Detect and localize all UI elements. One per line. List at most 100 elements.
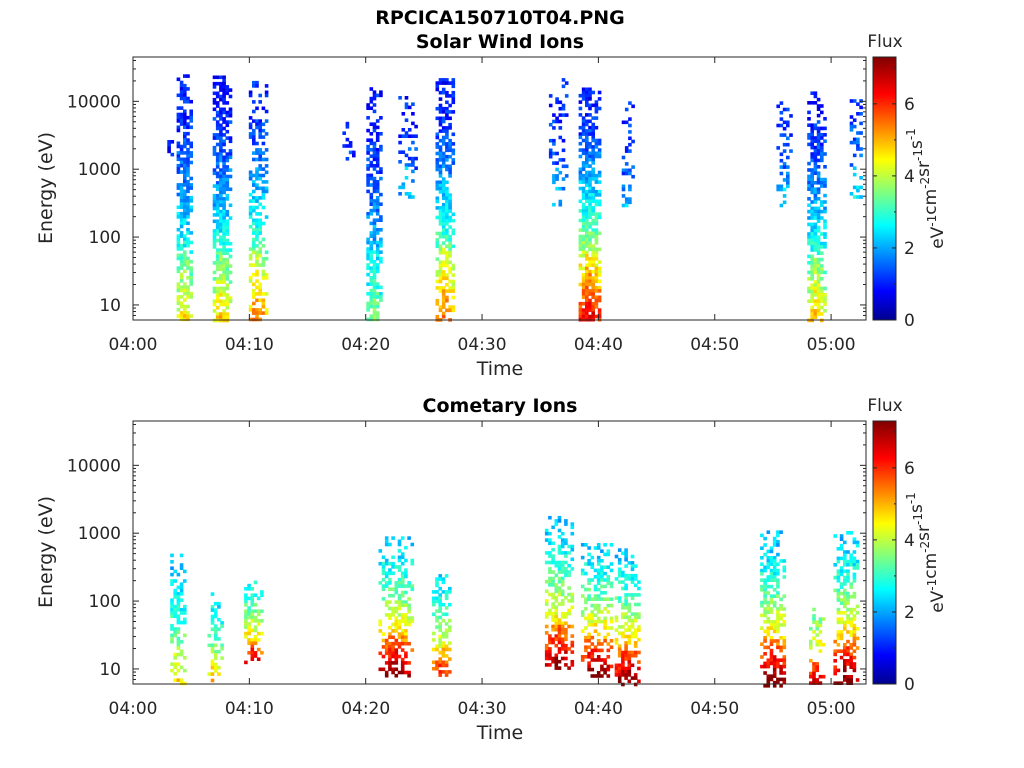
spectrogram-cell	[438, 660, 442, 665]
spectrogram-cell	[609, 616, 614, 621]
spectrogram-cell	[167, 143, 171, 147]
spectrogram-cell	[228, 152, 233, 156]
spectrogram-cell	[225, 222, 230, 227]
spectrogram-cell	[375, 304, 380, 309]
spectrogram-cell	[594, 266, 599, 271]
spectrogram-cell	[375, 295, 380, 299]
spectrogram-cell	[435, 302, 440, 306]
spectrogram-cell	[372, 148, 377, 152]
spectrogram-cell	[215, 305, 220, 310]
spectrogram-cell	[441, 670, 446, 674]
spectrogram-cell	[183, 633, 187, 638]
spectrogram-cell	[176, 585, 181, 590]
spectrogram-cell	[170, 553, 174, 558]
spectrogram-cell	[585, 145, 589, 149]
spectrogram-cell	[173, 665, 177, 670]
spectrogram-cell	[606, 626, 611, 630]
spectrogram-cell	[621, 663, 625, 668]
spectrogram-cell	[591, 116, 595, 120]
spectrogram-cell	[445, 110, 449, 114]
spectrogram-cell	[183, 179, 187, 184]
spectrogram-cell	[244, 599, 248, 604]
spectrogram-cell	[445, 81, 449, 85]
spectrogram-cell	[438, 622, 442, 626]
spectrogram-cell	[244, 635, 248, 639]
spectrogram-cell	[585, 132, 589, 136]
spectrogram-cell	[769, 639, 774, 643]
spectrogram-cell	[375, 231, 380, 235]
spectrogram-cell	[451, 161, 456, 165]
spectrogram-cell	[219, 200, 223, 204]
spectrogram-cell	[855, 563, 860, 567]
spectrogram-cell	[445, 158, 449, 162]
spectrogram-cell	[766, 645, 771, 650]
spectrogram-cell	[580, 658, 585, 662]
spectrogram-cell	[213, 665, 218, 670]
spectrogram-cell	[228, 203, 233, 208]
spectrogram-cell	[580, 610, 585, 614]
spectrogram-cell	[407, 163, 412, 167]
spectrogram-cell	[167, 140, 171, 144]
spectrogram-cell	[627, 577, 632, 581]
spectrogram-cell	[222, 197, 226, 201]
colorbar-unit-label: eV-1cm-2sr-1s-1	[904, 492, 948, 613]
spectrogram-cell	[222, 117, 226, 121]
spectrogram-cell	[564, 113, 569, 117]
spectrogram-cell	[637, 650, 641, 655]
spectrogram-cell	[189, 141, 193, 146]
spectrogram-cell	[176, 247, 181, 251]
spectrogram-cell	[560, 602, 565, 606]
spectrogram-cell	[170, 601, 174, 606]
spectrogram-cell	[435, 238, 440, 242]
spectrogram-cell	[591, 292, 595, 296]
spectrogram-cell	[255, 141, 259, 146]
spectrogram-cell	[264, 170, 269, 175]
spectrogram-cell	[590, 578, 595, 582]
spectrogram-cell	[614, 666, 619, 671]
spectrogram-cell	[614, 641, 619, 645]
spectrogram-cell	[186, 186, 190, 190]
spectrogram-cell	[596, 632, 601, 637]
spectrogram-cell	[256, 657, 261, 661]
spectrogram-cell	[404, 163, 409, 167]
spectrogram-cell	[179, 652, 184, 657]
spectrogram-cell	[186, 122, 190, 126]
spectrogram-cell	[621, 650, 625, 655]
spectrogram-cell	[445, 129, 449, 133]
spectrogram-cell	[587, 635, 591, 640]
spectrogram-cell	[212, 149, 217, 153]
spectrogram-cell	[215, 110, 220, 115]
spectrogram-cell	[624, 573, 628, 578]
spectrogram-cell	[816, 251, 821, 255]
spectrogram-cell	[435, 206, 440, 210]
spectrogram-cell	[441, 154, 446, 159]
spectrogram-cell	[855, 678, 860, 682]
spectrogram-cell	[219, 302, 223, 307]
spectrogram-cell	[183, 656, 187, 660]
spectrogram-cell	[255, 253, 259, 258]
spectrogram-cell	[772, 575, 777, 579]
spectrogram-cell	[372, 298, 377, 302]
spectrogram-cell	[769, 655, 774, 659]
spectrogram-cell	[388, 616, 392, 620]
spectrogram-cell	[600, 578, 604, 582]
spectrogram-cell	[375, 263, 380, 267]
spectrogram-burst	[621, 101, 635, 208]
spectrogram-cell	[637, 580, 641, 584]
spectrogram-cell	[597, 170, 602, 175]
spectrogram-cell	[375, 170, 380, 174]
spectrogram-cell	[813, 257, 818, 262]
spectrogram-cell	[253, 609, 258, 613]
spectrogram-cell	[772, 658, 777, 662]
spectrogram-cell	[441, 202, 446, 207]
spectrogram-cell	[186, 317, 190, 322]
spectrogram-cell	[843, 627, 847, 631]
spectrogram-cell	[816, 149, 821, 153]
spectrogram-cell	[584, 639, 588, 643]
spectrogram-cell	[225, 225, 230, 230]
spectrogram-cell	[366, 173, 370, 178]
spectrogram-cell	[782, 200, 787, 205]
spectrogram-cell	[816, 174, 821, 179]
spectrogram-cell	[585, 221, 589, 226]
spectrogram-cell	[856, 102, 860, 106]
